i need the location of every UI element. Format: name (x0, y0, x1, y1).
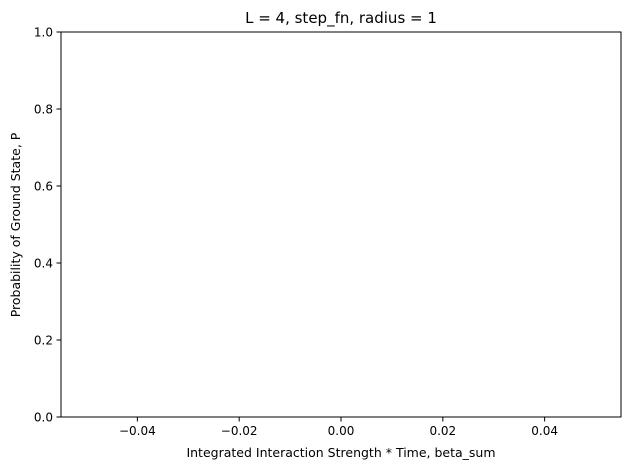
y-tick-label: 0.6 (34, 179, 53, 193)
x-tick-label: −0.04 (119, 424, 156, 438)
y-axis: 0.0 0.2 0.4 0.6 0.8 1.0 (34, 25, 61, 424)
y-axis-label: Probability of Ground State, P (8, 132, 23, 317)
x-axis: −0.04 −0.02 0.00 0.02 0.04 (119, 417, 558, 438)
y-tick-label: 0.0 (34, 410, 53, 424)
y-tick-label: 0.4 (34, 256, 53, 270)
x-axis-label: Integrated Interaction Strength * Time, … (186, 445, 495, 460)
y-tick-label: 0.8 (34, 102, 53, 116)
x-tick-label: −0.02 (221, 424, 258, 438)
y-tick-label: 0.2 (34, 333, 53, 347)
axes-frame (60, 31, 622, 418)
x-tick-label: 0.00 (328, 424, 355, 438)
x-tick-label: 0.04 (531, 424, 558, 438)
y-tick-label: 1.0 (34, 25, 53, 39)
x-tick-label: 0.02 (429, 424, 456, 438)
plot-area (60, 31, 622, 418)
chart-title: L = 4, step_fn, radius = 1 (245, 9, 437, 28)
